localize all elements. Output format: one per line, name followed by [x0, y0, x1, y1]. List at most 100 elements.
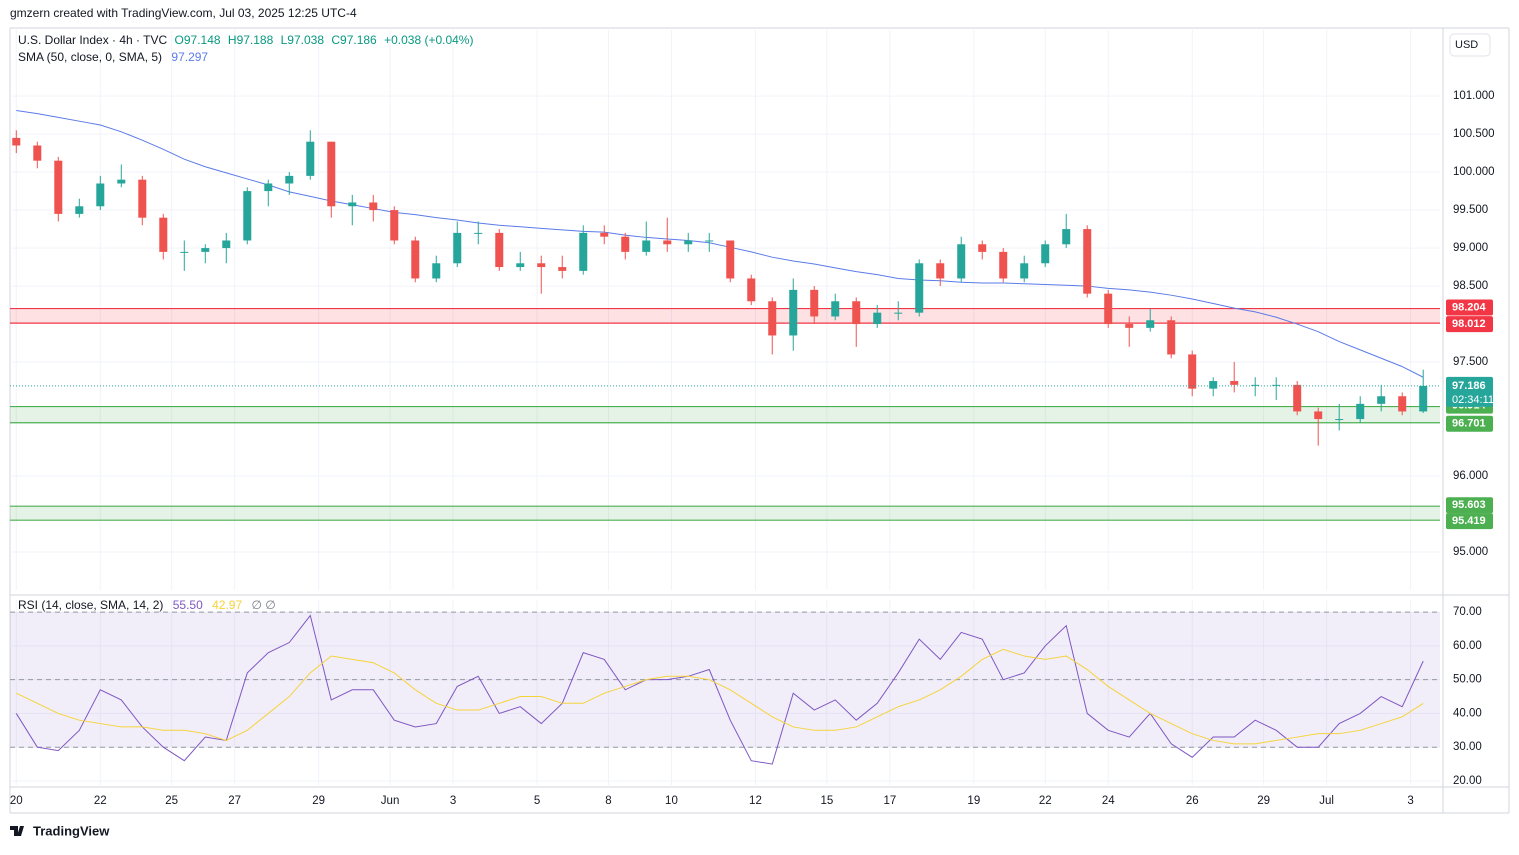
candle-body — [1041, 244, 1050, 264]
candle-body — [1188, 354, 1197, 389]
candle-body — [894, 312, 903, 314]
candle-body — [621, 236, 630, 252]
candle-body — [390, 210, 399, 241]
x-tick-label: 10 — [665, 795, 678, 807]
zone — [10, 506, 1440, 521]
countdown: 02:34:11 — [1452, 394, 1494, 406]
sma-title: SMA (50, close, 0, SMA, 5) — [18, 50, 162, 64]
y-tick-label: 98.500 — [1453, 280, 1488, 292]
candle-body — [117, 179, 126, 184]
candle-body — [453, 232, 462, 264]
candle-body — [579, 232, 588, 271]
candle-body — [75, 206, 84, 214]
price-tag — [1446, 513, 1493, 530]
candle-body — [936, 263, 945, 279]
x-tick-label: 19 — [967, 795, 980, 807]
rsi-title: RSI (14, close, SMA, 14, 2) — [18, 598, 163, 612]
candle-body — [327, 141, 336, 207]
candle-body — [54, 160, 63, 214]
candle-body — [726, 240, 735, 279]
high-value: H97.188 — [228, 33, 274, 47]
candle-body — [348, 202, 357, 207]
x-tick-label: 3 — [1407, 795, 1413, 807]
candle-body — [1356, 403, 1365, 420]
y-tick-label: 99.500 — [1453, 204, 1488, 216]
attribution: gmzern created with TradingView.com, Jul… — [10, 6, 357, 20]
y-tick-label: 30.00 — [1453, 741, 1482, 753]
candle-body — [915, 263, 924, 313]
candle-body — [495, 232, 504, 268]
candle-body — [1293, 384, 1302, 412]
candle-body — [1230, 381, 1239, 385]
candle-body — [12, 137, 21, 146]
x-tick-label: 12 — [749, 795, 762, 807]
candle-body — [537, 263, 546, 268]
change-value: +0.038 (+0.04%) — [384, 33, 473, 47]
legend-rsi: RSI (14, close, SMA, 14, 2) 55.50 42.97 … — [18, 598, 276, 612]
x-tick-label: Jul — [1319, 795, 1334, 807]
x-tick-label: 29 — [1257, 795, 1270, 807]
candle-body — [1314, 411, 1323, 420]
x-tick-label: 3 — [450, 795, 456, 807]
y-tick-label: 50.00 — [1453, 674, 1482, 686]
candle-body — [1125, 324, 1134, 328]
price-tag-label: 96.701 — [1452, 418, 1486, 430]
y-tick-label: 70.00 — [1453, 606, 1482, 618]
candle-body — [264, 183, 273, 192]
candle-body — [1398, 396, 1407, 412]
y-tick-label: 20.00 — [1453, 775, 1482, 787]
x-tick-label: 29 — [312, 795, 325, 807]
sma-line — [16, 110, 1424, 378]
y-tick-label: 100.500 — [1453, 128, 1495, 140]
candle-body — [369, 202, 378, 211]
candle-body — [831, 301, 840, 317]
candle-body — [138, 179, 147, 218]
candle-body — [516, 263, 525, 268]
candle-body — [747, 278, 756, 302]
price-tag-label: 98.204 — [1452, 301, 1487, 313]
y-tick-label: 40.00 — [1453, 707, 1482, 719]
open-value: O97.148 — [175, 33, 221, 47]
candle-body — [957, 244, 966, 279]
candle-body — [852, 301, 861, 325]
price-tag — [1446, 415, 1493, 432]
close-value: C97.186 — [331, 33, 377, 47]
price-tag — [1446, 497, 1493, 514]
legend-symbol: U.S. Dollar Index · 4h · TVC O97.148 H97… — [18, 33, 473, 47]
low-value: L97.038 — [281, 33, 325, 47]
candle-body — [1020, 263, 1029, 279]
rsi-sma-value: 42.97 — [212, 598, 242, 612]
candle-body — [789, 289, 798, 336]
candle-body — [243, 191, 252, 241]
candle-body — [558, 267, 567, 271]
zone — [10, 308, 1440, 324]
candle-body — [180, 251, 189, 253]
y-tick-label: 96.000 — [1453, 470, 1488, 482]
last-price-tag — [1446, 376, 1493, 407]
price-tag — [1446, 299, 1493, 316]
rsi-extra: ∅ ∅ — [251, 598, 275, 612]
x-tick-label: 5 — [534, 795, 540, 807]
candle-body — [810, 289, 819, 317]
candle-body — [705, 240, 714, 242]
rsi-line — [16, 648, 1424, 745]
candle-body — [411, 240, 420, 279]
candle-body — [1104, 293, 1113, 325]
candle-body — [1377, 396, 1386, 404]
currency[interactable]: USD — [1455, 39, 1478, 51]
footer-logo: TradingView — [10, 823, 110, 838]
y-tick-label: 99.000 — [1453, 242, 1488, 254]
y-tick-label: 95.000 — [1453, 546, 1488, 558]
price-tag — [1446, 316, 1493, 333]
candle-body — [432, 263, 441, 279]
x-tick-label: 22 — [94, 795, 107, 807]
candle-body — [1419, 385, 1428, 412]
candle-body — [642, 240, 651, 252]
currency-button[interactable] — [1449, 33, 1491, 57]
x-tick-label: 26 — [1186, 795, 1199, 807]
rsi-value: 55.50 — [173, 598, 203, 612]
candle-body — [222, 240, 231, 249]
y-tick-label: 60.00 — [1453, 640, 1482, 652]
